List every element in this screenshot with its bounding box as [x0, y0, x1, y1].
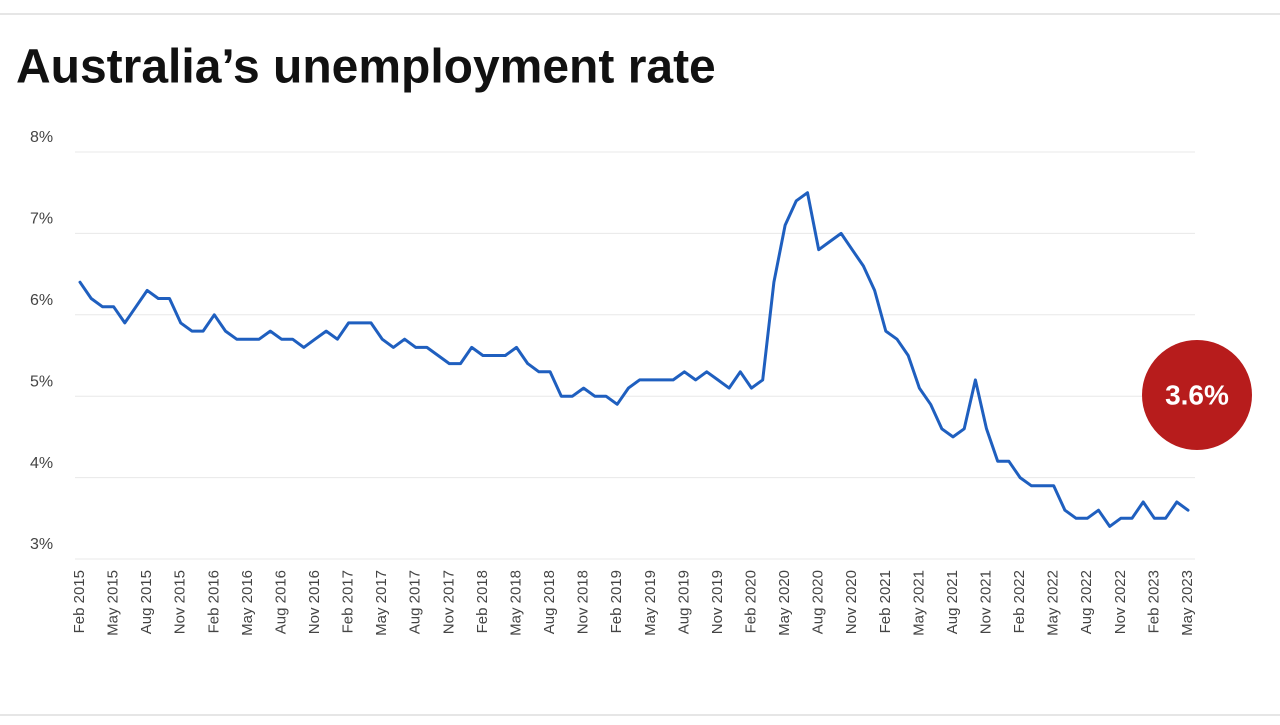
- x-tick-label: Feb 2018: [474, 570, 491, 633]
- x-tick-label: May 2018: [507, 570, 524, 636]
- x-tick-label: Nov 2017: [440, 570, 457, 634]
- x-tick-label: Aug 2017: [407, 570, 424, 634]
- x-tick-label: Feb 2016: [205, 570, 222, 633]
- x-tick-label: Aug 2016: [272, 570, 289, 634]
- x-tick-label: May 2023: [1179, 570, 1196, 636]
- annotation-badge: [1142, 340, 1252, 450]
- y-tick-label: 5%: [30, 373, 53, 390]
- x-tick-label: Nov 2015: [172, 570, 189, 634]
- x-tick-label: Aug 2020: [810, 570, 827, 634]
- x-tick-label: Aug 2018: [541, 570, 558, 634]
- x-tick-label: May 2016: [239, 570, 256, 636]
- x-tick-label: Feb 2015: [71, 570, 88, 633]
- x-tick-label: May 2019: [642, 570, 659, 636]
- x-tick-label: Nov 2016: [306, 570, 323, 634]
- y-tick-label: 7%: [30, 211, 53, 228]
- x-tick-label: May 2022: [1045, 570, 1062, 636]
- x-tick-label: Feb 2022: [1011, 570, 1028, 633]
- annotation: 3.6%: [1165, 379, 1229, 410]
- y-tick-label: 8%: [30, 129, 53, 146]
- data-line: [78, 191, 1190, 528]
- x-tick-label: Feb 2023: [1145, 570, 1162, 633]
- x-tick-label: Nov 2020: [843, 570, 860, 634]
- y-tick-label: 6%: [30, 292, 53, 309]
- x-tick-label: Aug 2015: [138, 570, 155, 634]
- x-tick-label: Feb 2019: [608, 570, 625, 633]
- x-tick-label: Nov 2021: [978, 570, 995, 634]
- y-tick-label: 3%: [30, 536, 53, 553]
- x-tick-label: Aug 2019: [675, 570, 692, 634]
- x-tick-label: Nov 2019: [709, 570, 726, 634]
- x-tick-label: Aug 2022: [1078, 570, 1095, 634]
- x-tick-label: Nov 2018: [575, 570, 592, 634]
- chart-title: Australia’s unemployment rate: [16, 41, 716, 94]
- x-tick-label: Aug 2021: [944, 570, 961, 634]
- x-tick-label: May 2020: [776, 570, 793, 636]
- y-tick-label: 4%: [30, 455, 53, 472]
- x-tick-label: May 2015: [105, 570, 122, 636]
- x-tick-label: Feb 2017: [340, 570, 357, 633]
- x-tick-label: Feb 2021: [877, 570, 894, 633]
- x-tick-label: May 2021: [910, 570, 927, 636]
- x-tick-label: Nov 2022: [1112, 570, 1129, 634]
- x-tick-label: May 2017: [373, 570, 390, 636]
- x-tick-label: Feb 2020: [742, 570, 759, 633]
